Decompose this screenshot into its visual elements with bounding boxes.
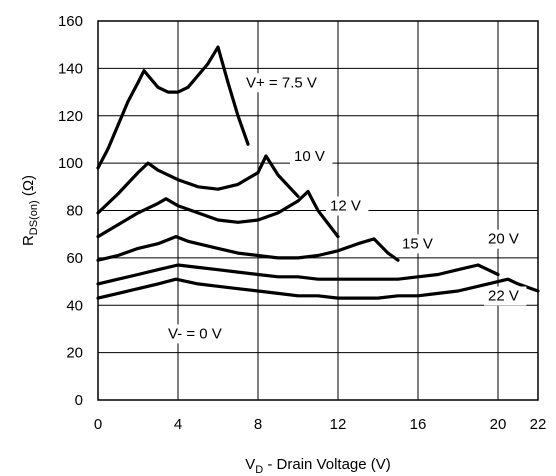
x-tick-label: 16 — [410, 416, 427, 433]
series-label-0: V+ = 7.5 V — [246, 74, 317, 91]
series-labels: V+ = 7.5 V 10 V 12 V 15 V 20 V 22 V V- = 0 V — [164, 73, 527, 344]
series-curves — [96, 45, 540, 300]
y-tick-label: 80 — [66, 203, 83, 220]
series-line-5 — [96, 277, 540, 300]
annotation-0: V- = 0 V — [168, 325, 222, 342]
series-line-4 — [96, 263, 500, 286]
y-tick-label: 40 — [66, 297, 83, 314]
series-label-5: 22 V — [488, 288, 519, 305]
y-tick-label: 120 — [58, 108, 83, 125]
series-label-3: 15 V — [402, 235, 433, 252]
plot-frame — [97, 20, 539, 401]
series-label-bg — [484, 286, 527, 306]
series-label-4: 20 V — [488, 231, 519, 248]
x-axis-title: VD - Drain Voltage (V) — [245, 456, 391, 476]
series-line-0 — [96, 45, 250, 170]
series-label-bg — [326, 196, 369, 216]
x-tick-label: 20 — [490, 416, 507, 433]
series-label-1: 10 V — [294, 148, 325, 165]
annotation-bg — [164, 324, 241, 344]
x-axis-title-main: V — [245, 456, 255, 473]
y-tick-label: 160 — [58, 13, 83, 30]
y-tick-label: 140 — [58, 60, 83, 77]
x-tick-label: 8 — [254, 416, 262, 433]
series-line-3 — [96, 235, 400, 262]
x-tick-label: 4 — [174, 416, 182, 433]
x-tick-label: 0 — [94, 416, 102, 433]
y-tick-label: 20 — [66, 345, 83, 362]
series-label-bg — [398, 234, 441, 254]
y-tick-label: 100 — [58, 155, 83, 172]
x-tick-label: 22 — [530, 416, 547, 433]
series-line-1 — [96, 154, 300, 215]
x-axis-title-rest: - Drain Voltage (V) — [263, 456, 391, 473]
y-axis-title-rest: (Ω) — [20, 175, 37, 200]
x-axis-title-sub: D — [255, 464, 263, 476]
y-tick-label: 0 — [75, 392, 83, 409]
series-label-bg — [242, 73, 336, 93]
tick-labels: 0 4 8 12 16 20 22 0 20 40 60 80 100 120 140 160 — [58, 13, 546, 433]
y-axis-title: RDS(on) (Ω) — [20, 175, 40, 246]
y-axis-title-sub: DS(on) — [28, 200, 40, 235]
x-tick-label: 12 — [330, 416, 347, 433]
y-axis-title-main: R — [20, 235, 37, 246]
series-label-bg — [484, 229, 527, 249]
series-label-2: 12 V — [330, 198, 361, 215]
y-tick-label: 60 — [66, 250, 83, 267]
series-line-2 — [96, 189, 340, 239]
series-label-bg — [290, 146, 333, 166]
